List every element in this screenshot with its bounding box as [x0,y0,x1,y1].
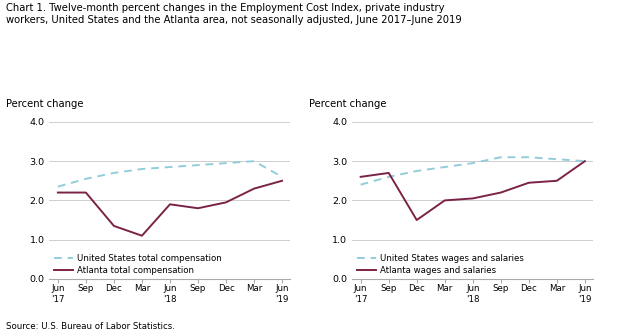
United States wages and salaries [385,175,392,179]
Atlanta wages and salaries [553,179,561,183]
Atlanta wages and salaries [441,198,449,202]
United States total compensation [278,175,286,179]
United States wages and salaries [553,157,561,161]
United States total compensation [110,171,117,175]
United States total compensation [222,161,230,165]
Atlanta total compensation [278,179,286,183]
Atlanta total compensation [222,200,230,204]
Line: United States total compensation: United States total compensation [58,161,282,187]
Atlanta total compensation [166,202,174,206]
United States wages and salaries [357,183,365,187]
Atlanta wages and salaries [385,171,392,175]
Line: Atlanta wages and salaries: Atlanta wages and salaries [361,161,585,220]
Text: Percent change: Percent change [6,99,83,109]
United States wages and salaries [441,165,449,169]
Text: Percent change: Percent change [309,99,386,109]
Atlanta total compensation [82,190,90,194]
Line: United States wages and salaries: United States wages and salaries [361,157,585,185]
United States total compensation [194,163,201,167]
United States wages and salaries [497,155,504,159]
United States total compensation [82,177,90,181]
United States wages and salaries [581,159,588,163]
United States total compensation [250,159,258,163]
Atlanta total compensation [138,234,146,238]
Atlanta wages and salaries [581,159,588,163]
Atlanta wages and salaries [497,190,504,194]
Legend: United States wages and salaries, Atlanta wages and salaries: United States wages and salaries, Atlant… [357,255,523,275]
Legend: United States total compensation, Atlanta total compensation: United States total compensation, Atlant… [54,255,222,275]
United States total compensation [138,167,146,171]
Atlanta wages and salaries [357,175,365,179]
Atlanta wages and salaries [469,196,476,200]
United States wages and salaries [413,169,420,173]
United States wages and salaries [469,161,476,165]
Text: Chart 1. Twelve-month percent changes in the Employment Cost Index, private indu: Chart 1. Twelve-month percent changes in… [6,3,462,25]
Atlanta total compensation [54,190,62,194]
Atlanta total compensation [194,206,201,210]
Atlanta total compensation [110,224,117,228]
United States total compensation [54,185,62,189]
Text: Source: U.S. Bureau of Labor Statistics.: Source: U.S. Bureau of Labor Statistics. [6,322,175,331]
Atlanta wages and salaries [525,181,533,185]
Line: Atlanta total compensation: Atlanta total compensation [58,181,282,236]
United States wages and salaries [525,155,533,159]
Atlanta wages and salaries [413,218,420,222]
Atlanta total compensation [250,187,258,191]
United States total compensation [166,165,174,169]
